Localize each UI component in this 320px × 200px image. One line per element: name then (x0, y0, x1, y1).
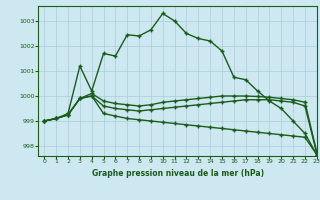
X-axis label: Graphe pression niveau de la mer (hPa): Graphe pression niveau de la mer (hPa) (92, 169, 264, 178)
